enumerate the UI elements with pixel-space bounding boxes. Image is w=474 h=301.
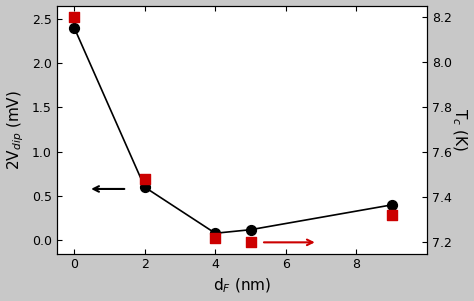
Point [247, 240, 255, 245]
X-axis label: d$_F$ (nm): d$_F$ (nm) [212, 277, 271, 296]
Point [211, 231, 219, 236]
Point [388, 203, 395, 207]
Point [71, 25, 78, 30]
Point [247, 227, 255, 232]
Y-axis label: 2V$_{dip}$ (mV): 2V$_{dip}$ (mV) [6, 90, 26, 169]
Point [71, 14, 78, 19]
Point [141, 185, 148, 190]
Point [141, 177, 148, 182]
Point [388, 213, 395, 218]
Point [211, 235, 219, 240]
Y-axis label: T$_c$ (K): T$_c$ (K) [450, 108, 468, 151]
